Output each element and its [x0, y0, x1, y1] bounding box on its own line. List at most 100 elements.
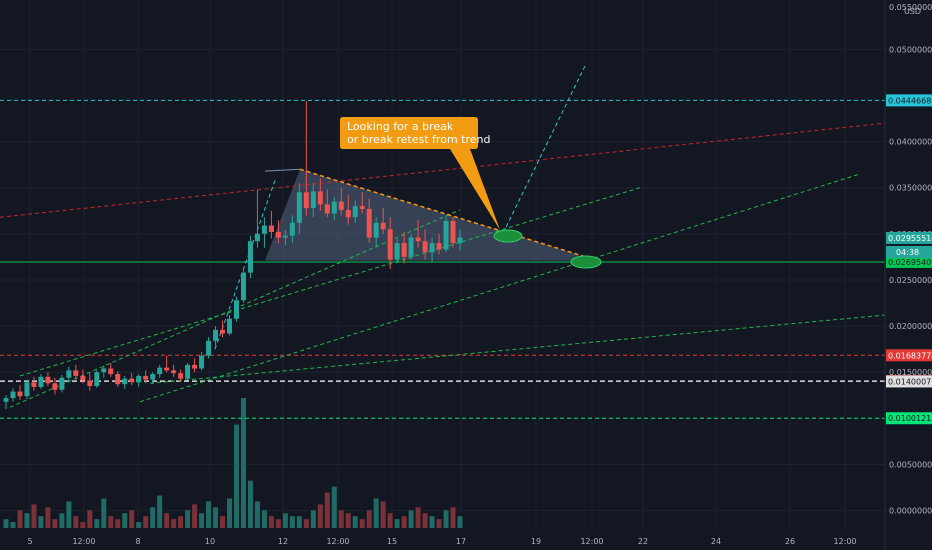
horizontal-levels [0, 99, 885, 419]
candle-body [52, 383, 58, 390]
volume-bar [164, 513, 170, 528]
candle-body [185, 364, 191, 379]
candle-body [359, 206, 365, 209]
volume-bar [157, 495, 163, 528]
volume-bar [129, 510, 135, 528]
candle-body [220, 329, 226, 334]
price-tag [886, 94, 932, 107]
candle-body [115, 374, 121, 385]
volume-bar [87, 510, 93, 528]
volume-bar [289, 516, 295, 528]
volume-bar [436, 519, 442, 528]
volume-bar [199, 513, 205, 528]
volume-bar [352, 516, 358, 528]
volume-bar [366, 510, 372, 528]
candle-body [122, 378, 128, 385]
volume-bar [373, 498, 379, 528]
candle-body [150, 374, 156, 380]
price-tag-label: 0.01001213 [888, 414, 932, 423]
candle-body [192, 364, 198, 369]
volume-bar [331, 486, 337, 528]
x-tick-label: 12:00 [580, 537, 603, 546]
candles [3, 101, 463, 410]
x-tick-label: 19 [531, 537, 541, 546]
candle-body [331, 201, 337, 214]
candle-body [254, 233, 260, 242]
volume-bars [3, 398, 463, 528]
volume-bar [59, 513, 65, 528]
breakout-marker-apex [570, 255, 602, 269]
candle-body [394, 243, 400, 260]
candle-body [261, 225, 267, 234]
candle-body [324, 204, 330, 214]
price-tag-label: 0.02955516 [888, 234, 932, 243]
price-tag-label: 0.01683778 [888, 351, 932, 360]
x-tick-label: 8 [135, 537, 140, 546]
volume-bar [45, 507, 51, 528]
volume-bar [338, 510, 344, 528]
candle-body [443, 220, 449, 250]
x-tick-label: 12:00 [72, 537, 95, 546]
candle-body [296, 192, 302, 223]
volume-bar [303, 519, 309, 528]
volume-bar [429, 516, 435, 528]
candle-body [136, 375, 142, 383]
volume-bar [394, 519, 400, 528]
volume-bar [422, 513, 428, 528]
candle-body [380, 222, 386, 230]
candle-body [178, 373, 184, 379]
volume-bar [254, 501, 260, 528]
candle-body [345, 209, 351, 218]
candle-body [275, 232, 281, 238]
candle-body [422, 241, 428, 253]
price-tag [886, 412, 932, 425]
trendline [299, 168, 599, 262]
volume-bar [450, 507, 456, 528]
candle-body [157, 367, 163, 375]
volume-bar [415, 507, 421, 528]
triangle-edge [264, 168, 301, 172]
candle-body [429, 243, 435, 253]
volume-bar [401, 516, 407, 528]
volume-bar [115, 519, 121, 528]
candle-body [436, 243, 442, 250]
volume-bar [108, 516, 114, 528]
annotation-line-2: or break retest from trend [347, 133, 490, 146]
y-tick-label: 0.00000000 [889, 507, 932, 516]
x-tick-label: 22 [638, 537, 648, 546]
annotation-callout: Looking for a break or break retest from… [340, 117, 500, 230]
volume-bar [380, 501, 386, 528]
candle-body [3, 398, 9, 402]
x-tick-label: 10 [205, 537, 215, 546]
volume-bar [150, 507, 156, 528]
candle-body [352, 206, 358, 218]
candle-body [94, 372, 100, 387]
candle-body [24, 382, 30, 397]
price-tag-label: 0.02695409 [888, 258, 932, 267]
price-axis-top-label: 0.05500000 [889, 3, 932, 12]
volume-bar [324, 492, 330, 528]
volume-bar [52, 519, 58, 528]
candle-body [227, 318, 233, 334]
candle-body [80, 375, 86, 381]
candle-body [38, 376, 44, 387]
volume-bar [345, 513, 351, 528]
candle-body [289, 222, 295, 236]
candle-body [373, 222, 379, 238]
candle-body [164, 367, 170, 371]
volume-bar [261, 510, 267, 528]
volume-bar [359, 519, 365, 528]
x-tick-label: 17 [456, 537, 466, 546]
volume-bar [310, 510, 316, 528]
candle-body [17, 391, 23, 397]
candle-body [450, 220, 456, 244]
volume-bar [282, 513, 288, 528]
price-tag [886, 349, 932, 362]
candle-body [87, 380, 93, 387]
countdown-label: 04:38 [896, 248, 919, 257]
candle-body [310, 191, 316, 209]
